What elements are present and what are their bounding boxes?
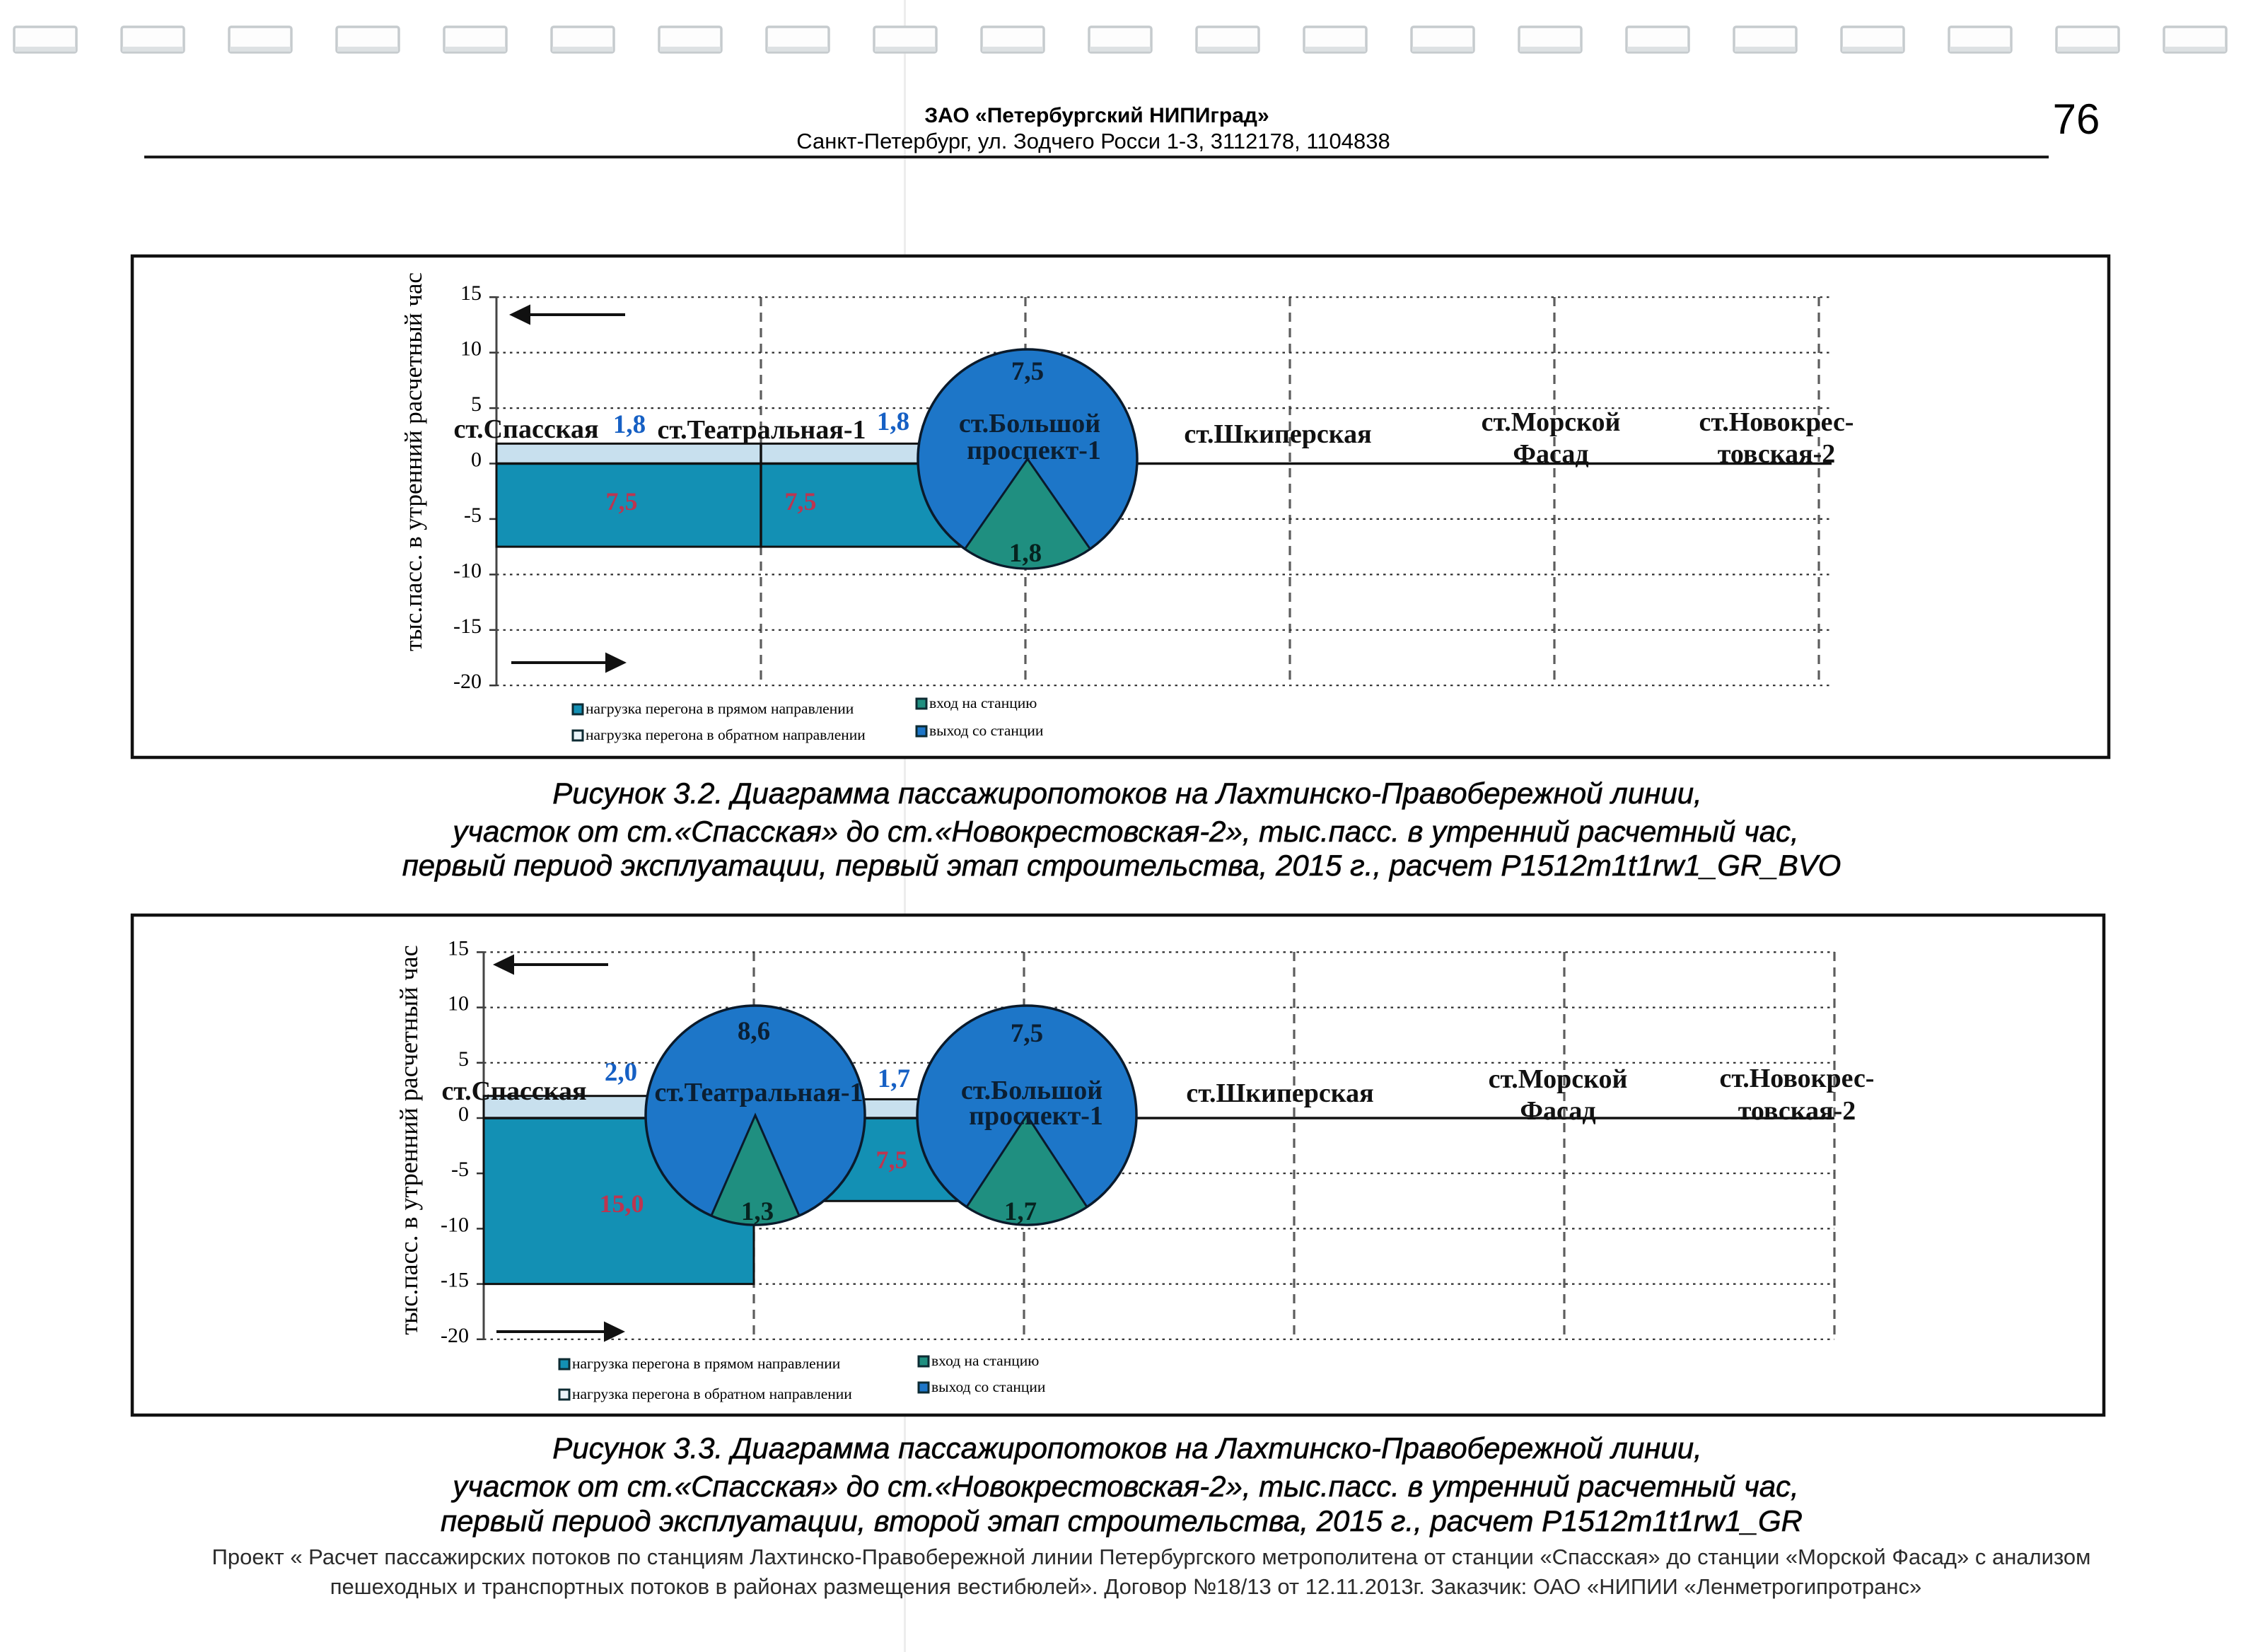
- svg-text:ст.Новокрес-: ст.Новокрес-: [1699, 407, 1854, 437]
- svg-text:0: 0: [471, 448, 482, 472]
- svg-text:товская-2: товская-2: [1738, 1096, 1856, 1126]
- svg-text:нагрузка перегона в обратном н: нагрузка перегона в обратном направлении: [586, 726, 866, 743]
- svg-text:1,8: 1,8: [1009, 539, 1042, 568]
- svg-text:2,0: 2,0: [605, 1058, 637, 1087]
- svg-text:76: 76: [2053, 95, 2100, 143]
- svg-text:ст.Морской: ст.Морской: [1482, 407, 1621, 437]
- svg-text:5: 5: [471, 392, 482, 416]
- svg-text:ст.Морской: ст.Морской: [1489, 1064, 1628, 1094]
- svg-text:5: 5: [458, 1047, 469, 1071]
- svg-text:ст.Новокрес-: ст.Новокрес-: [1720, 1064, 1875, 1093]
- svg-text:нагрузка перегона в прямом нап: нагрузка перегона в прямом направлении: [572, 1355, 840, 1372]
- svg-text:Санкт-Петербург, ул. Зодчего Р: Санкт-Петербург, ул. Зодчего Росси 1-3, …: [796, 129, 1390, 153]
- svg-text:ст.Большой: ст.Большой: [959, 409, 1100, 438]
- svg-text:10: 10: [448, 992, 469, 1016]
- svg-text:-20: -20: [441, 1324, 469, 1347]
- svg-text:0: 0: [458, 1103, 469, 1126]
- svg-text:Проект « Расчет пассажирских п: Проект « Расчет пассажирских потоков по …: [212, 1545, 2091, 1569]
- svg-text:вход на станцию: вход на станцию: [929, 694, 1037, 711]
- svg-text:ст.Театральная-1: ст.Театральная-1: [657, 415, 866, 445]
- svg-text:нагрузка перегона в обратном н: нагрузка перегона в обратном направлении: [572, 1385, 852, 1402]
- svg-text:1,8: 1,8: [877, 407, 909, 436]
- svg-text:7,5: 7,5: [785, 487, 817, 516]
- svg-text:-5: -5: [464, 504, 482, 527]
- svg-text:участок от ст.«Спасская» до ст: участок от ст.«Спасская» до ст.«Новокрес…: [450, 1470, 1798, 1503]
- svg-text:нагрузка перегона в прямом нап: нагрузка перегона в прямом направлении: [586, 700, 854, 717]
- svg-text:тыс.пасс. в утренний расчетный: тыс.пасс. в утренний расчетный час: [400, 272, 427, 651]
- svg-text:ст.Спасская: ст.Спасская: [441, 1076, 586, 1106]
- svg-text:ст.Шкиперская: ст.Шкиперская: [1184, 419, 1371, 449]
- svg-text:15: 15: [460, 281, 482, 305]
- svg-text:Рисунок 3.3. Диаграмма пассажи: Рисунок 3.3. Диаграмма пассажиропотоков …: [552, 1431, 1701, 1465]
- svg-text:ЗАО «Петербургский НИПИград»: ЗАО «Петербургский НИПИград»: [924, 104, 1269, 127]
- svg-text:1,8: 1,8: [613, 410, 646, 439]
- svg-text:вход на станцию: вход на станцию: [931, 1352, 1039, 1369]
- svg-text:7,5: 7,5: [1011, 1019, 1043, 1048]
- svg-text:ст.Спасская: ст.Спасская: [453, 414, 598, 444]
- svg-text:проспект-1: проспект-1: [967, 436, 1101, 465]
- svg-text:7,5: 7,5: [1011, 357, 1044, 386]
- svg-text:15: 15: [448, 936, 469, 960]
- svg-text:-20: -20: [453, 670, 482, 693]
- svg-text:ст.Большой: ст.Большой: [961, 1076, 1102, 1105]
- svg-text:8,6: 8,6: [738, 1017, 770, 1046]
- svg-text:пешеходных и транспортных пото: пешеходных и транспортных потоков в райо…: [330, 1574, 1922, 1599]
- svg-text:Рисунок 3.2. Диаграмма пассажи: Рисунок 3.2. Диаграмма пассажиропотоков …: [552, 776, 1701, 810]
- svg-text:первый период эксплуатации, пе: первый период эксплуатации, первый этап …: [402, 849, 1841, 882]
- svg-text:Фасад: Фасад: [1520, 1096, 1595, 1126]
- svg-text:1,3: 1,3: [741, 1197, 774, 1226]
- svg-text:выход со станции: выход со станции: [929, 722, 1043, 739]
- svg-text:ст.Шкиперская: ст.Шкиперская: [1186, 1078, 1373, 1108]
- svg-text:товская-2: товская-2: [1718, 439, 1836, 469]
- svg-text:7,5: 7,5: [876, 1146, 908, 1174]
- svg-text:Фасад: Фасад: [1513, 439, 1588, 469]
- svg-text:15,0: 15,0: [600, 1189, 644, 1218]
- svg-text:-5: -5: [451, 1158, 469, 1181]
- svg-text:7,5: 7,5: [606, 487, 638, 516]
- svg-text:ст.Театральная-1: ст.Театральная-1: [654, 1078, 863, 1107]
- svg-text:тыс.пасс. в утренний расчетный: тыс.пасс. в утренний расчетный час: [395, 945, 423, 1334]
- svg-text:-10: -10: [441, 1213, 469, 1236]
- svg-text:1,7: 1,7: [1004, 1197, 1037, 1226]
- svg-text:10: 10: [460, 337, 482, 361]
- svg-text:1,7: 1,7: [878, 1064, 910, 1093]
- svg-text:-10: -10: [453, 559, 482, 582]
- svg-text:участок от ст.«Спасская» до ст: участок от ст.«Спасская» до ст.«Новокрес…: [450, 815, 1798, 848]
- svg-text:выход со станции: выход со станции: [931, 1378, 1045, 1395]
- svg-text:-15: -15: [453, 615, 482, 638]
- svg-text:первый период эксплуатации, вт: первый период эксплуатации, второй этап …: [441, 1504, 1803, 1537]
- svg-text:проспект-1: проспект-1: [969, 1101, 1103, 1131]
- svg-text:-15: -15: [441, 1269, 469, 1292]
